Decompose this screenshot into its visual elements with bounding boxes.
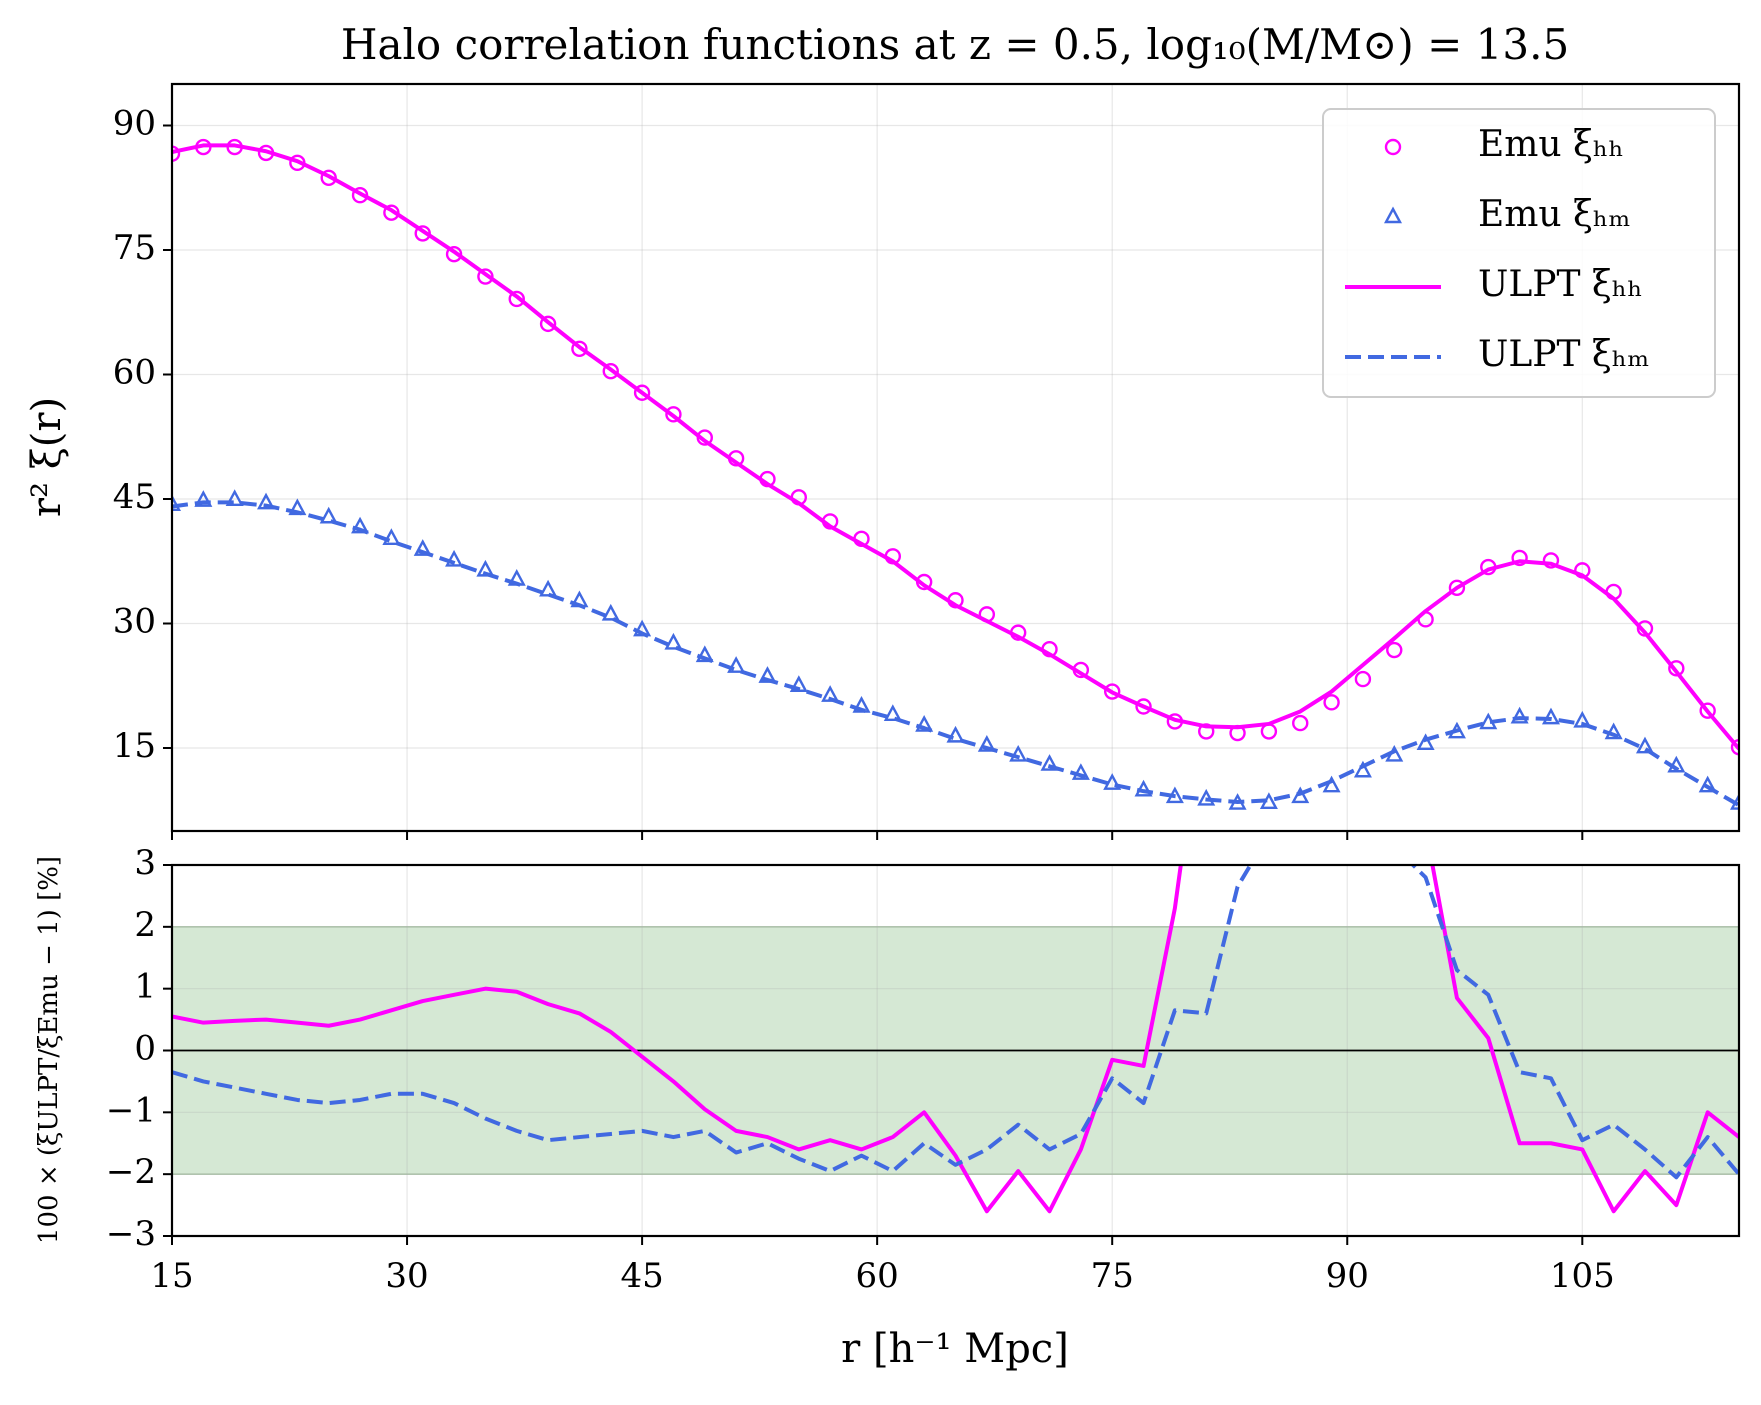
x-axis-label: r [h⁻¹ Mpc]: [841, 1326, 1069, 1372]
data-point: [977, 734, 996, 752]
y-axis-label: 100 × (ξULPT/ξEmu − 1) [%]: [34, 856, 64, 1244]
data-point: [539, 579, 558, 597]
data-point: [1323, 694, 1340, 711]
data-point: [194, 490, 213, 507]
data-point: [1730, 738, 1739, 756]
data-point: [571, 340, 588, 357]
data-point: [695, 645, 714, 663]
data-point: [1541, 707, 1560, 725]
legend: [1322, 108, 1716, 398]
x-tick-label: 15: [150, 1256, 193, 1296]
data-point: [1573, 710, 1592, 728]
data-point: [382, 528, 401, 546]
data-point: [351, 516, 370, 534]
plot-area: [172, 865, 1739, 1236]
y-tick-label: 90: [113, 104, 156, 144]
legend-label: ULPT ξₕₕ: [1478, 264, 1643, 305]
y-tick-label: 45: [113, 477, 156, 517]
data-point: [1542, 552, 1560, 569]
data-point: [1699, 702, 1716, 719]
y-tick-label: 30: [113, 602, 156, 642]
y-axis-label: r² ξ(r): [24, 397, 70, 517]
data-point: [1668, 660, 1685, 677]
data-point: [1009, 744, 1028, 762]
legend-label: Emu ξₕₕ: [1478, 124, 1624, 165]
data-point: [539, 315, 557, 333]
data-point: [445, 549, 464, 567]
data-point: [633, 384, 651, 401]
data-point: [1260, 723, 1278, 740]
data-point: [664, 632, 683, 650]
data-point: [1292, 714, 1309, 732]
y-tick-label: −3: [106, 1214, 156, 1254]
data-point: [727, 656, 746, 673]
x-tick-label: 60: [856, 1256, 899, 1296]
data-point: [1510, 706, 1529, 724]
y-tick-label: 0: [134, 1029, 156, 1069]
data-point: [1291, 786, 1310, 804]
data-point: [1103, 683, 1121, 700]
data-point: [225, 489, 244, 507]
data-point: [413, 539, 432, 556]
x-tick-label: 90: [1326, 1256, 1369, 1296]
y-tick-label: 3: [134, 843, 156, 883]
y-tick-label: −1: [106, 1090, 156, 1130]
legend-label: Emu ξₕₘ: [1478, 194, 1631, 235]
data-point: [319, 506, 338, 524]
data-point: [1103, 773, 1122, 790]
x-tick-label: 30: [385, 1256, 428, 1296]
data-point: [508, 290, 525, 308]
x-tick-label: 75: [1091, 1256, 1134, 1296]
data-point: [946, 725, 965, 743]
data-point: [665, 406, 682, 423]
y-tick-label: −2: [106, 1152, 156, 1192]
y-tick-label: 15: [113, 726, 156, 766]
data-line: [172, 500, 1739, 807]
data-point: [1448, 579, 1466, 597]
data-point: [445, 245, 463, 263]
data-line: [172, 865, 1739, 1214]
data-line: [172, 865, 1739, 1180]
y-tick-label: 75: [113, 228, 156, 268]
y-tick-label: 60: [113, 353, 156, 393]
x-tick-label: 45: [620, 1256, 663, 1296]
data-point: [477, 268, 494, 285]
y-tick-label: 1: [134, 967, 156, 1007]
data-point: [1135, 698, 1152, 715]
data-point: [257, 492, 276, 510]
data-point: [1354, 670, 1372, 688]
data-point: [1353, 760, 1372, 778]
data-point: [1386, 641, 1403, 659]
legend-marker: [1383, 206, 1403, 224]
data-point: [601, 603, 620, 621]
data-point: [172, 494, 182, 512]
data-point: [1635, 736, 1654, 754]
data-point: [172, 145, 181, 162]
chart-title: Halo correlation functions at z = 0.5, l…: [341, 20, 1569, 69]
data-point: [915, 715, 934, 732]
data-point: [1040, 754, 1059, 771]
data-point: [1071, 763, 1090, 780]
data-point: [1416, 733, 1435, 751]
data-point: [1511, 549, 1528, 567]
legend-label: ULPT ξₕₘ: [1478, 334, 1649, 375]
data-point: [602, 362, 619, 380]
axes-frame: [170, 82, 1741, 833]
x-tick-label: 105: [1550, 1256, 1615, 1296]
legend-marker: [1384, 138, 1402, 156]
data-point: [1698, 775, 1717, 793]
data-line: [172, 143, 1739, 751]
data-point: [883, 704, 902, 721]
y-tick-label: 2: [134, 905, 156, 945]
